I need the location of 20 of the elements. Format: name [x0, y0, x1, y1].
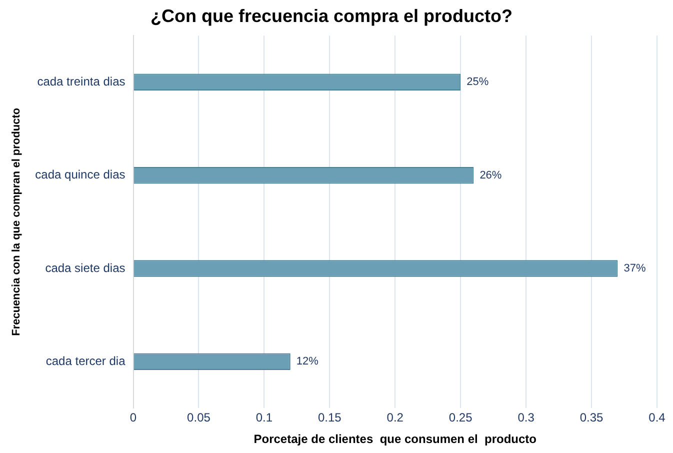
x-tick-label: 0.05	[187, 410, 211, 425]
y-tick-label: cada treinta dias	[37, 74, 126, 88]
x-tick-label: 0.3	[518, 410, 535, 425]
x-tick-label: 0.2	[386, 410, 404, 425]
x-tick-label: 0	[130, 410, 137, 425]
data-label: 12%	[296, 356, 319, 368]
y-axis-title: Frecuencia con la que compran el producto	[10, 108, 23, 336]
x-tick-label: 0.15	[318, 410, 342, 425]
x-tick-label: 0.25	[448, 410, 473, 425]
data-label: 37%	[624, 262, 646, 275]
y-tick-label: cada siete dias	[45, 260, 126, 275]
data-label: 25%	[466, 76, 489, 88]
x-tick-label: 0.4	[648, 410, 666, 425]
x-tick-label: 0.1	[256, 410, 273, 425]
data-label: 26%	[480, 169, 502, 182]
y-tick-label: cada tercer dia	[46, 354, 126, 368]
chart-title: ¿Con que frecuencia compra el producto?	[150, 6, 513, 26]
y-tick-label: cada quince dias	[35, 168, 126, 182]
x-axis-title: Porcetaje de clientes que consumen el producto	[254, 432, 537, 446]
x-tick-label: 0.35	[580, 410, 604, 425]
